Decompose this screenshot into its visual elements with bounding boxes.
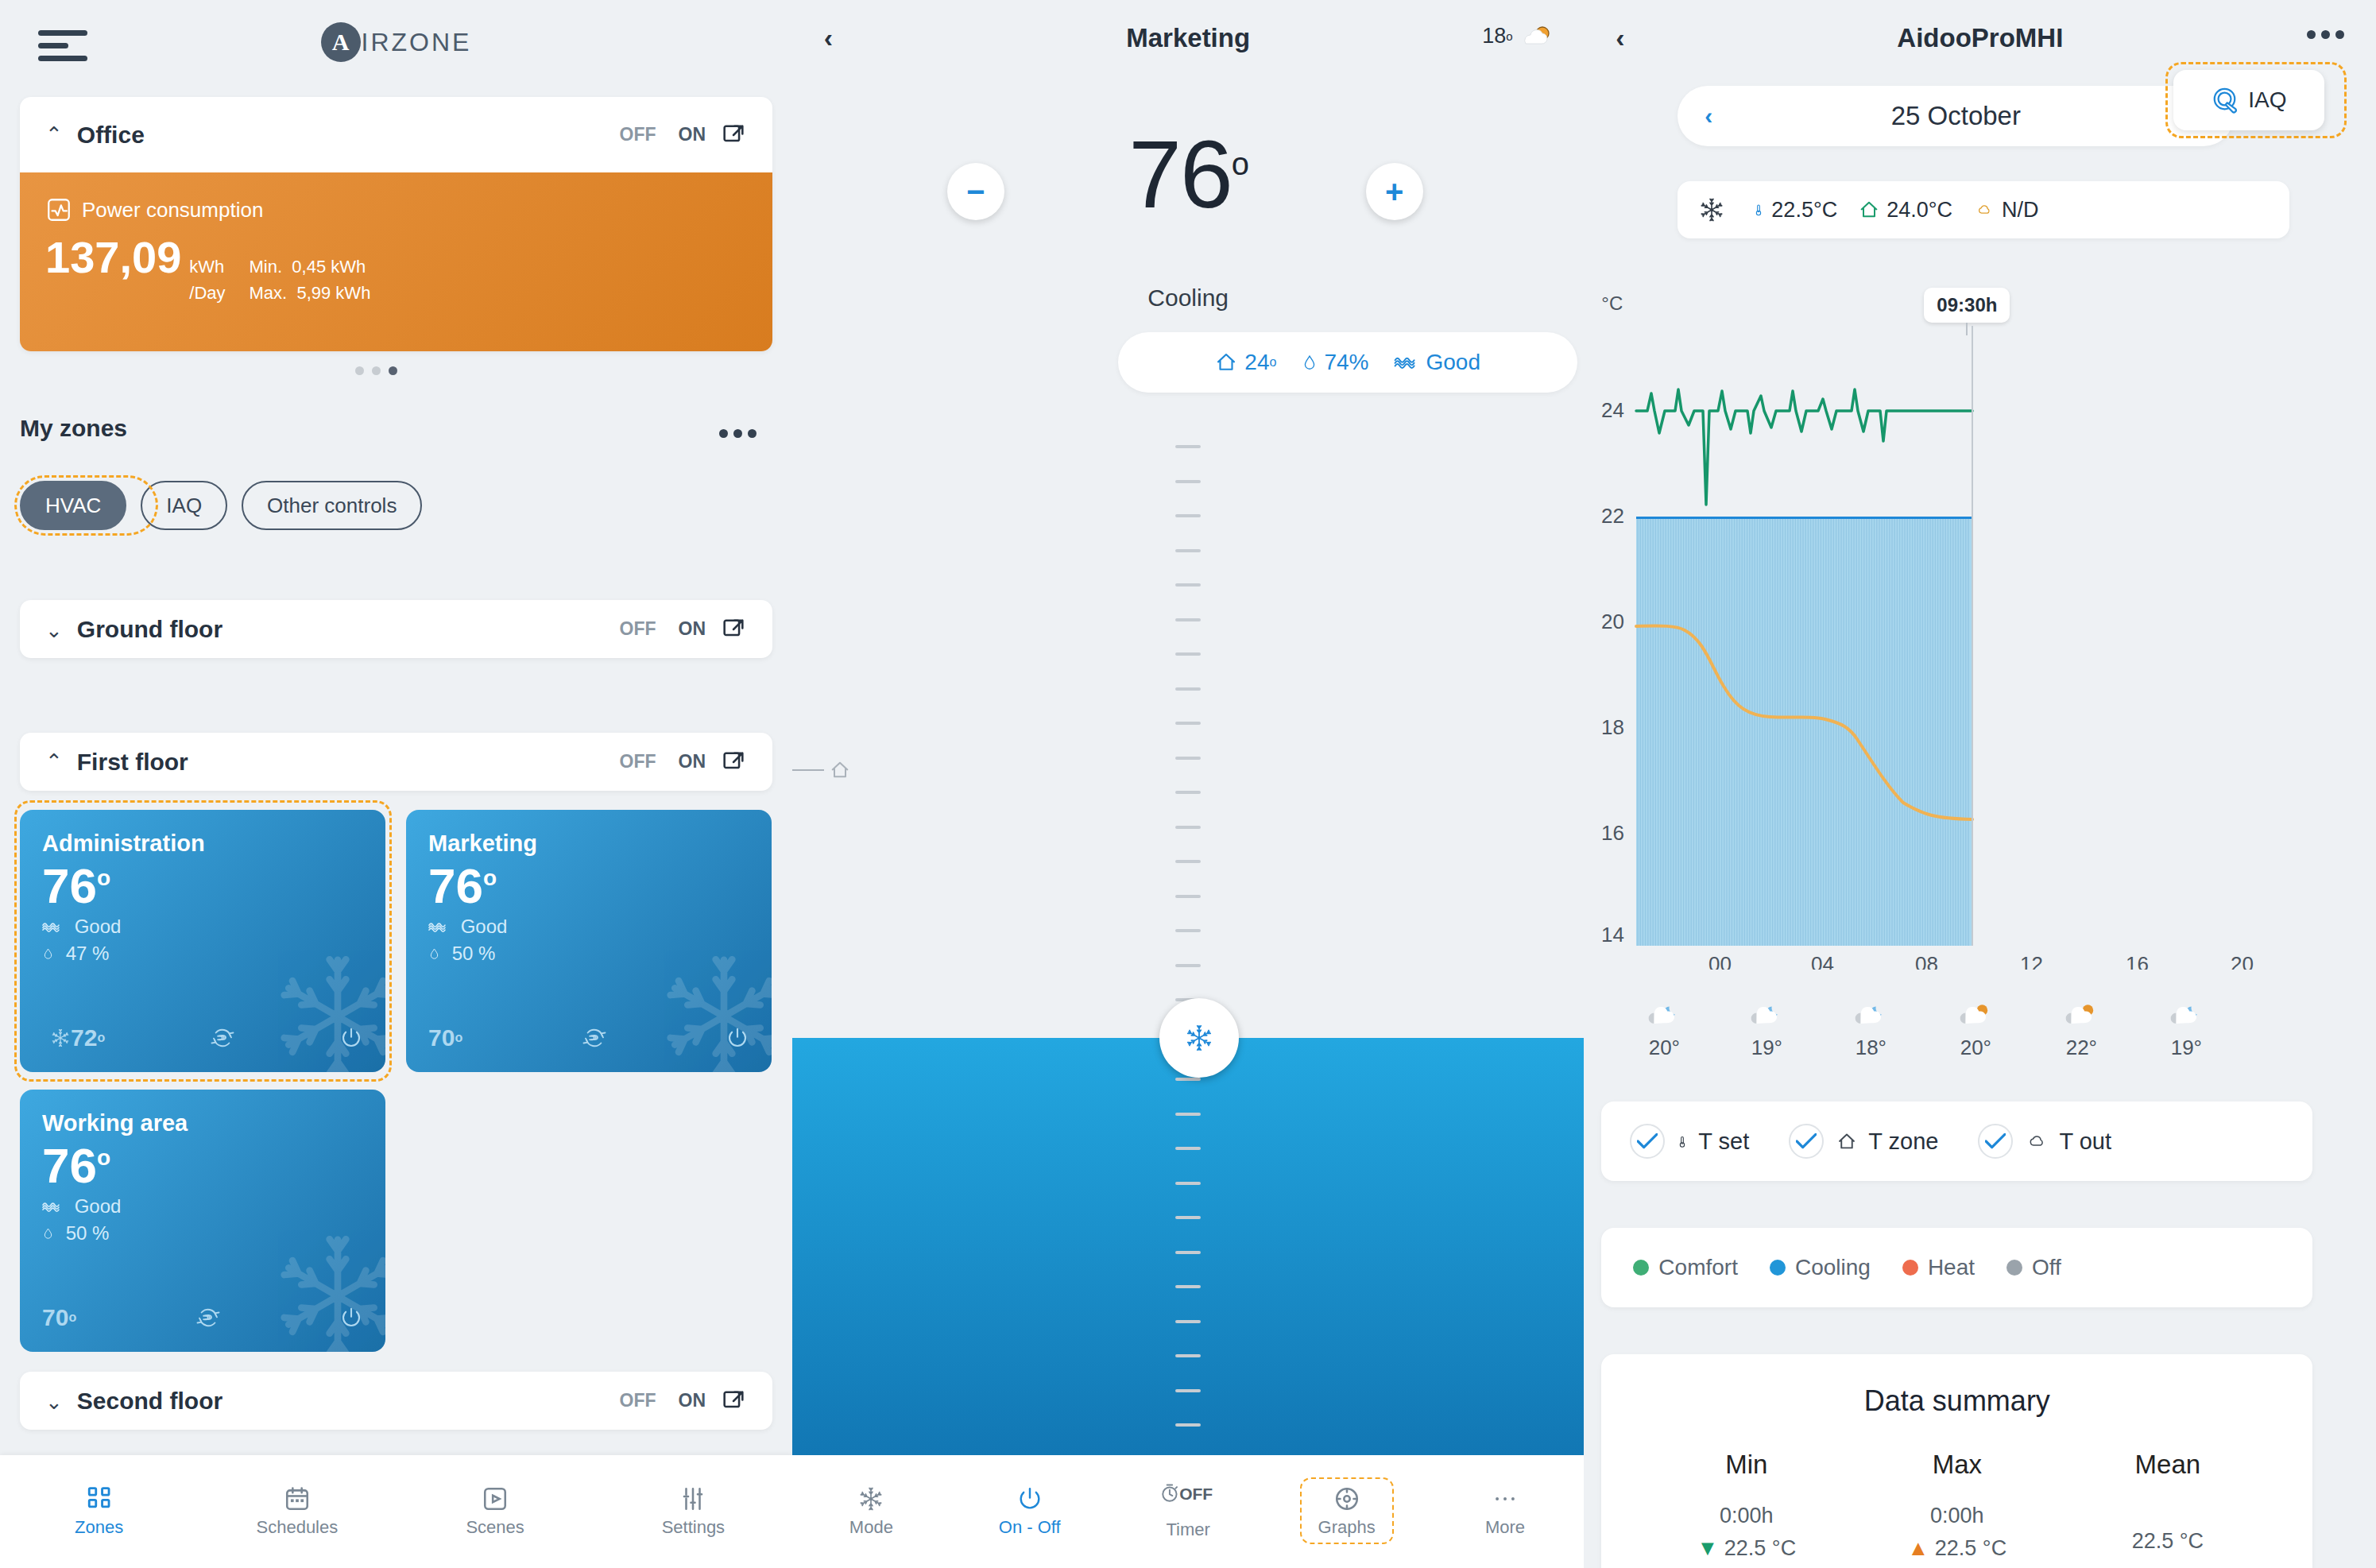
svg-text:24: 24 <box>1601 398 1624 422</box>
svg-text:16: 16 <box>2126 952 2149 970</box>
svg-text:18: 18 <box>1601 715 1624 739</box>
svg-text:14: 14 <box>1601 923 1624 947</box>
svg-text:16: 16 <box>1601 821 1624 845</box>
svg-text:08: 08 <box>1915 952 1938 970</box>
svg-text:04: 04 <box>1811 952 1834 970</box>
svg-text:20: 20 <box>1601 610 1624 633</box>
svg-text:20: 20 <box>2231 952 2254 970</box>
svg-text:22: 22 <box>1601 504 1624 528</box>
svg-text:00: 00 <box>1708 952 1732 970</box>
svg-text:12: 12 <box>2020 952 2043 970</box>
